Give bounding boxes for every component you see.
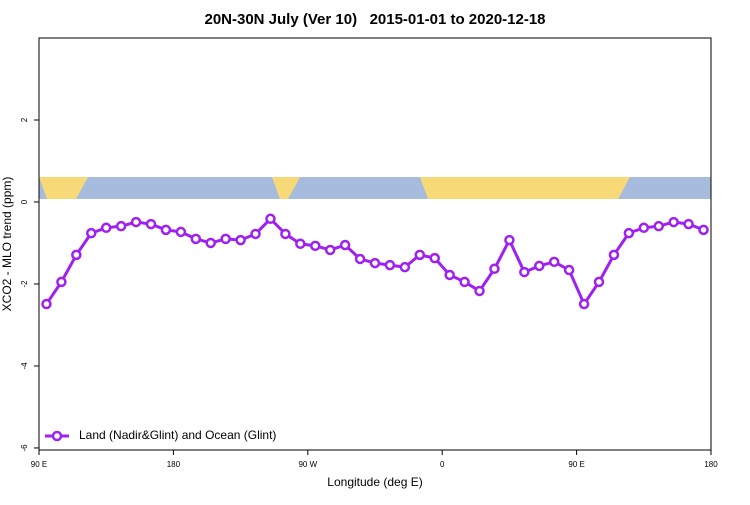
data-point	[115, 220, 127, 232]
x-tick-label: 90 E	[568, 460, 584, 469]
data-point	[653, 220, 664, 232]
x-tick-label: 180	[167, 460, 181, 469]
map-land	[272, 176, 300, 199]
data-point	[593, 276, 605, 288]
data-point	[534, 260, 545, 272]
plot-frame	[38, 37, 712, 451]
data-point	[444, 269, 455, 281]
data-point	[175, 226, 187, 238]
data-point	[235, 234, 246, 246]
data-point	[608, 249, 620, 261]
x-tick-label: 0	[440, 460, 445, 469]
data-point	[399, 261, 411, 273]
legend-label: Land (Nadir&Glint) and Ocean (Glint)	[79, 428, 276, 442]
data-point	[563, 264, 575, 276]
data-point	[56, 276, 67, 288]
data-point	[578, 298, 590, 310]
y-axis-label: XCO2 - MLO trend (ppm)	[0, 177, 14, 312]
data-point	[668, 216, 679, 228]
map-land	[39, 176, 88, 199]
data-point	[190, 233, 202, 245]
data-point	[638, 222, 650, 234]
y-tick-label: -6	[20, 444, 29, 452]
y-tick-label: -2	[20, 280, 29, 288]
x-tick-label: 90 W	[298, 460, 317, 469]
data-point	[250, 228, 261, 240]
data-point	[369, 257, 381, 269]
data-point	[548, 256, 560, 268]
x-axis-label: Longitude (deg E)	[327, 475, 422, 489]
data-point	[130, 216, 142, 228]
data-point	[205, 237, 216, 249]
data-point	[295, 238, 306, 250]
map-land	[420, 176, 630, 199]
chart-title: 20N-30N July (Ver 10) 2015-01-01 to 2020…	[204, 11, 545, 28]
data-point	[459, 276, 470, 288]
data-point	[623, 227, 635, 239]
data-point	[384, 259, 396, 271]
data-point	[474, 285, 485, 297]
legend-marker	[51, 430, 63, 442]
data-point	[160, 224, 172, 236]
data-point	[71, 249, 82, 261]
data-point	[698, 224, 709, 236]
data-point	[429, 252, 440, 264]
data-point	[41, 298, 52, 310]
x-tick-label: 90 E	[31, 460, 47, 469]
data-point	[220, 233, 231, 245]
data-point	[519, 266, 530, 278]
data-point	[280, 228, 291, 240]
data-point	[489, 263, 500, 275]
data-point	[504, 234, 515, 246]
data-point	[86, 227, 97, 239]
y-tick-label: 2	[20, 117, 29, 122]
data-point	[265, 213, 276, 225]
data-point	[683, 218, 694, 230]
data-point	[414, 249, 426, 261]
data-point	[145, 218, 157, 230]
data-point	[100, 222, 112, 234]
y-tick-label: 0	[20, 199, 29, 204]
data-point	[339, 239, 351, 251]
y-tick-label: -4	[20, 362, 29, 370]
data-point	[354, 253, 366, 265]
data-point	[310, 240, 321, 252]
data-point	[324, 244, 336, 256]
x-tick-label: 180	[704, 460, 718, 469]
